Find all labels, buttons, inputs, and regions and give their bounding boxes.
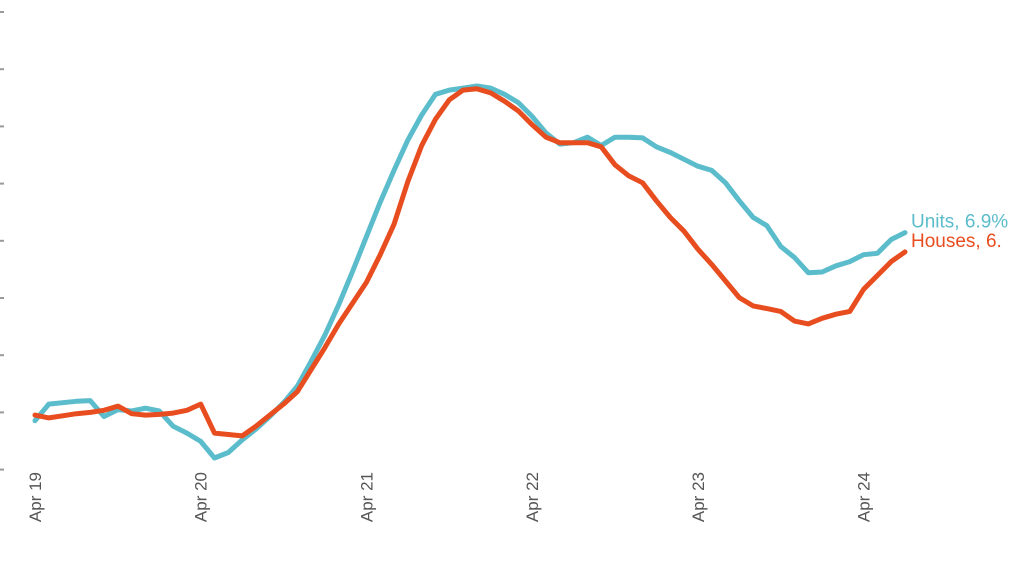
series-layer xyxy=(32,83,908,461)
x-tick-label: Apr 19 xyxy=(26,472,45,522)
end-label-houses: Houses, 6. xyxy=(911,231,1002,252)
x-tick-label: Apr 23 xyxy=(689,472,708,522)
x-tick-label: Apr 22 xyxy=(523,472,542,522)
series-line-houses xyxy=(32,86,908,439)
x-tick-label: Apr 24 xyxy=(855,472,874,522)
x-axis-ticks: Apr 19 Apr 20 Apr 21 Apr 22 Apr 23 Apr 24 xyxy=(26,472,874,522)
series-end-labels: Units, 6.9%Houses, 6. xyxy=(911,212,1008,252)
y-axis-tick-marks xyxy=(0,11,4,471)
end-label-units: Units, 6.9% xyxy=(911,212,1008,233)
x-tick-label: Apr 20 xyxy=(192,472,211,522)
x-tick-label: Apr 21 xyxy=(357,472,376,522)
series-line-units xyxy=(32,83,908,461)
